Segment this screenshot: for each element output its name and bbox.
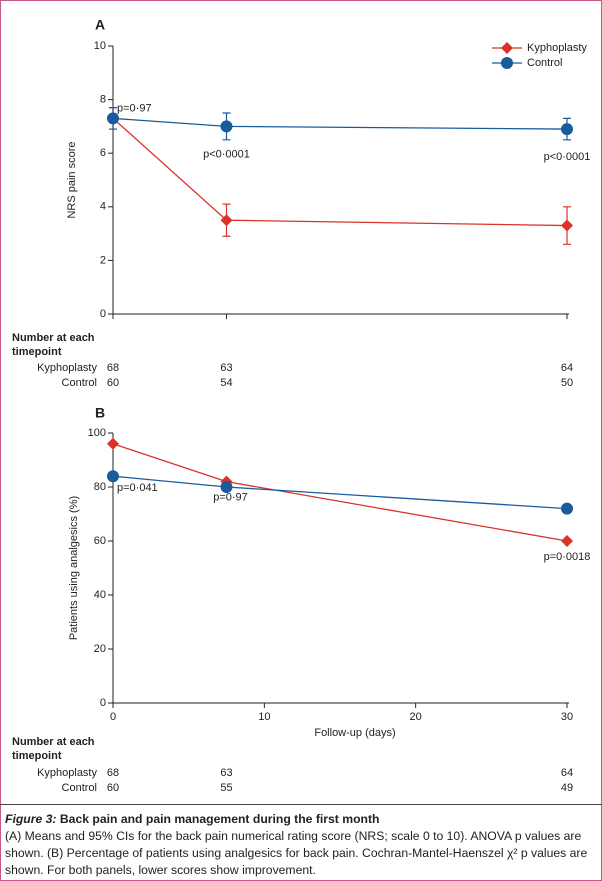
series-line	[112, 475, 568, 510]
table-cell: 64	[561, 362, 573, 374]
series-line	[112, 443, 568, 542]
row-label: Kyphoplasty	[37, 767, 97, 779]
y-axis-label: NRS pain score	[66, 141, 78, 218]
caption-rule	[0, 804, 602, 805]
annotation: p=0·97	[213, 492, 248, 504]
table-cell: 49	[561, 782, 573, 794]
data-point	[220, 120, 233, 133]
row-label: Control	[62, 782, 97, 794]
data-point	[220, 481, 233, 493]
data-point	[561, 219, 573, 232]
data-point	[561, 502, 573, 515]
legend-label: Control	[527, 57, 562, 69]
y-tick-label: 100	[88, 427, 106, 439]
y-tick-label: 20	[94, 643, 106, 655]
x-tick-label: 20	[410, 711, 422, 723]
x-tick-label: 30	[561, 711, 573, 723]
table-cell: 60	[107, 377, 119, 389]
y-tick-label: 0	[100, 697, 106, 709]
annotation: p=0·041	[117, 482, 158, 494]
y-tick-label: 4	[100, 201, 106, 213]
table-cell: 68	[107, 362, 119, 374]
table-cell: 50	[561, 377, 573, 389]
panel-letter: A	[95, 17, 105, 33]
caption-title: Back pain and pain management during the…	[59, 812, 380, 826]
caption: Figure 3: Back pain and pain management …	[5, 811, 597, 879]
x-tick-label: 0	[110, 711, 116, 723]
row-label: Kyphoplasty	[37, 362, 97, 374]
table-cell: 64	[561, 767, 573, 779]
data-point	[220, 214, 233, 227]
data-point	[107, 112, 119, 125]
series-line	[112, 117, 568, 130]
table-header: Number at each timepoint	[12, 332, 95, 358]
data-point	[107, 437, 119, 450]
y-tick-label: 8	[100, 94, 106, 106]
y-tick-label: 60	[94, 535, 106, 547]
y-tick-label: 80	[94, 481, 106, 493]
legend-marker	[501, 57, 513, 69]
panel-letter: B	[95, 405, 105, 421]
caption-label: Figure 3:	[5, 812, 57, 826]
row-label: Control	[62, 377, 97, 389]
table-cell: 54	[220, 377, 232, 389]
table-cell: 68	[107, 767, 119, 779]
data-point	[561, 535, 573, 547]
y-axis-label: Patients using analgesics (%)	[68, 496, 80, 640]
annotation: p=0·97	[117, 102, 152, 114]
series-line	[112, 117, 568, 227]
y-tick-label: 0	[100, 308, 106, 320]
y-tick-label: 6	[100, 147, 106, 159]
legend-label: Kyphoplasty	[527, 42, 587, 54]
y-tick-label: 10	[94, 40, 106, 52]
data-point	[107, 470, 119, 483]
table-cell: 60	[107, 782, 119, 794]
x-axis-label: Follow-up (days)	[314, 727, 395, 739]
table-cell: 63	[220, 767, 232, 779]
table-cell: 63	[220, 362, 232, 374]
annotation: p<0·0001	[544, 151, 591, 163]
table-cell: 55	[220, 782, 232, 794]
data-point	[561, 123, 573, 136]
legend-marker	[501, 42, 513, 54]
y-tick-label: 40	[94, 589, 106, 601]
y-tick-label: 2	[100, 254, 106, 266]
caption-text: (A) Means and 95% CIs for the back pain …	[5, 829, 588, 877]
table-header: Number at each timepoint	[12, 736, 95, 762]
annotation: p=0·0018	[544, 551, 591, 563]
annotation: p<0·0001	[203, 148, 250, 160]
x-tick-label: 10	[258, 711, 270, 723]
